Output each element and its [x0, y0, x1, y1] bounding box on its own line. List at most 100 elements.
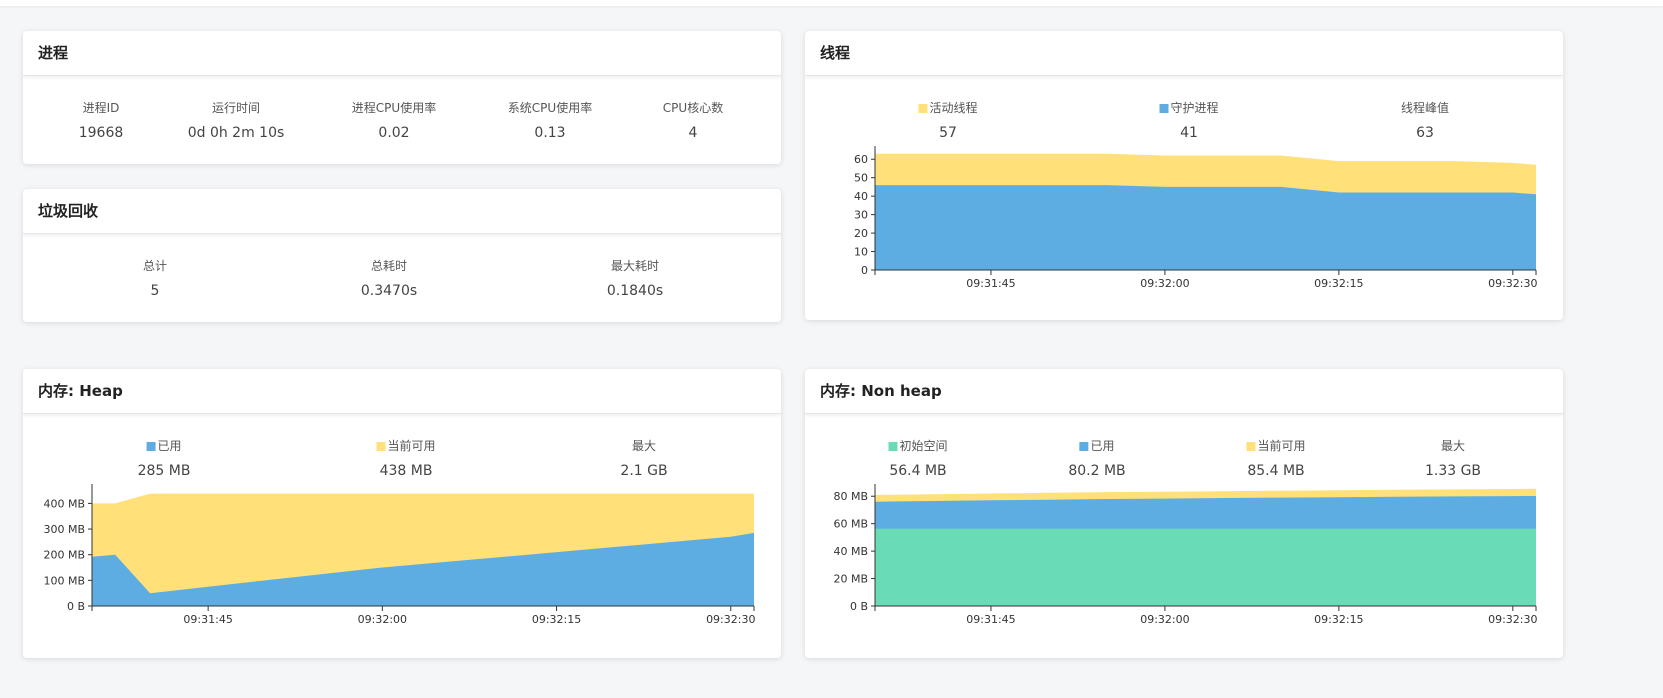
y-tick-label: 60: [854, 153, 868, 166]
y-tick-label: 0: [861, 264, 868, 277]
x-tick-label: 09:32:00: [358, 613, 407, 626]
legend-heap-committed[interactable]: 当前可用 438 MB: [376, 438, 436, 479]
nonheap-chart: 0 B 20 MB 40 MB 60 MB 80 MB 09:31:45 09:32:00 0…: [833, 484, 1538, 626]
legend-label: 已用: [157, 439, 182, 453]
process-cpu-stat: 进程CPU使用率 0.02: [352, 100, 436, 141]
y-tick-label: 30: [854, 209, 868, 222]
uptime-stat: 运行时间 0d 0h 2m 10s: [188, 100, 285, 141]
legend-label: 线程峰值: [1400, 101, 1450, 115]
heap-card: 内存: Heap 已用 285 MB 当前可用 438 MB 最大 2.1 GB…: [23, 369, 781, 658]
legend-label: 当前可用: [387, 439, 436, 453]
stat-label: 进程CPU使用率: [351, 101, 437, 115]
threads-title: 线程: [805, 31, 1563, 76]
x-tick-label: 09:32:30: [706, 613, 755, 626]
y-tick-label: 60 MB: [833, 518, 868, 531]
x-tick-label: 09:32:15: [1314, 277, 1363, 290]
legend-label: 当前可用: [1257, 439, 1306, 453]
x-tick-label: 09:31:45: [183, 613, 232, 626]
x-tick-label: 09:31:45: [966, 613, 1015, 626]
process-card: 进程 进程ID 19668 运行时间 0d 0h 2m 10s 进程CPU使用率…: [23, 31, 781, 164]
stat-label: 运行时间: [211, 101, 261, 115]
process-id-stat: 进程ID 19668: [79, 100, 124, 141]
legend-value: 57: [939, 125, 957, 141]
legend-nonheap-max: 最大 1.33 GB: [1425, 438, 1481, 479]
legend-swatch: [1246, 442, 1256, 451]
threads-card: 线程 活动线程 57 守护进程 41 线程峰值 63 0 10 20 30 40 50 60…: [805, 31, 1563, 320]
stat-value: 19668: [78, 125, 124, 141]
legend-value: 63: [1416, 125, 1434, 141]
stat-value: 4: [688, 125, 698, 141]
legend-label: 已用: [1090, 439, 1115, 453]
stat-value: 0d 0h 2m 10s: [187, 125, 285, 141]
legend-nonheap-init[interactable]: 初始空间 56.4 MB: [888, 438, 948, 479]
y-tick-label: 40: [854, 190, 868, 203]
y-tick-label: 200 MB: [43, 549, 85, 562]
legend-value: 85.4 MB: [1247, 463, 1305, 479]
gc-total-time-stat: 总耗时 0.3470s: [361, 258, 417, 299]
stat-value: 0.13: [534, 125, 566, 141]
legend-daemon-threads[interactable]: 守护进程 41: [1159, 100, 1219, 141]
gc-title: 垃圾回收: [23, 189, 781, 234]
series-area-1: [92, 532, 754, 606]
legend-nonheap-used[interactable]: 已用 80.2 MB: [1068, 438, 1125, 479]
threads-chart: 0 10 20 30 40 50 60 09:31:45 09:32:00 09:32:15 09:…: [854, 146, 1538, 290]
x-tick-label: 09:32:15: [532, 613, 581, 626]
legend-swatch: [1079, 442, 1089, 451]
y-tick-label: 300 MB: [43, 523, 85, 536]
gc-card: 垃圾回收 总计 5 总耗时 0.3470s 最大耗时 0.1840s: [23, 189, 781, 322]
legend-active-threads[interactable]: 活动线程 57: [918, 100, 978, 141]
legend-heap-used[interactable]: 已用 285 MB: [138, 438, 191, 479]
series-area-1: [875, 528, 1536, 606]
legend-value: 80.2 MB: [1068, 463, 1126, 479]
stat-value: 0.02: [378, 125, 410, 141]
legend-label: 最大: [1440, 439, 1466, 453]
heap-title: 内存: Heap: [23, 369, 781, 414]
legend-swatch: [1159, 104, 1169, 113]
legend-swatch: [146, 442, 156, 451]
stat-value: 0.1840s: [606, 283, 664, 299]
legend-label: 守护进程: [1170, 101, 1219, 115]
stat-value: 0.3470s: [360, 283, 418, 299]
legend-label: 活动线程: [929, 101, 978, 115]
system-cpu-stat: 系统CPU使用率 0.13: [508, 100, 592, 141]
y-tick-label: 80 MB: [833, 490, 868, 503]
y-tick-label: 50: [854, 172, 868, 185]
x-tick-label: 09:32:30: [1488, 613, 1537, 626]
y-tick-label: 20 MB: [833, 573, 868, 586]
process-title: 进程: [23, 31, 781, 76]
x-tick-label: 09:32:30: [1488, 277, 1537, 290]
legend-value: 438 MB: [379, 463, 433, 479]
legend-value: 41: [1180, 125, 1198, 141]
legend-swatch: [376, 442, 386, 451]
stat-label: 最大耗时: [610, 259, 659, 273]
stat-label: 总计: [142, 259, 168, 273]
y-tick-label: 0 B: [850, 600, 868, 613]
legend-swatch: [888, 442, 898, 451]
legend-peak-threads: 线程峰值 63: [1401, 100, 1449, 141]
nonheap-title: 内存: Non heap: [805, 369, 1563, 414]
x-tick-label: 09:31:45: [966, 277, 1015, 290]
nonheap-card: 内存: Non heap 初始空间 56.4 MB 已用 80.2 MB 当前可…: [805, 369, 1563, 658]
legend-nonheap-committed[interactable]: 当前可用 85.4 MB: [1246, 438, 1306, 479]
x-tick-label: 09:32:00: [1140, 613, 1189, 626]
stat-label: CPU核心数: [662, 101, 724, 115]
stat-value: 5: [150, 283, 160, 299]
x-tick-label: 09:32:00: [1140, 277, 1189, 290]
y-tick-label: 10: [854, 246, 868, 259]
legend-label: 最大: [631, 439, 657, 453]
y-tick-label: 100 MB: [43, 574, 85, 587]
legend-value: 285 MB: [137, 463, 191, 479]
stat-label: 系统CPU使用率: [507, 101, 593, 115]
y-tick-label: 20: [854, 227, 868, 240]
legend-value: 56.4 MB: [889, 463, 947, 479]
gc-max-time-stat: 最大耗时 0.1840s: [607, 258, 663, 299]
stat-label: 总耗时: [370, 259, 407, 273]
top-bar: [0, 0, 1663, 6]
y-tick-label: 40 MB: [833, 545, 868, 558]
legend-label: 初始空间: [899, 439, 948, 453]
cpu-cores-stat: CPU核心数 4: [663, 100, 723, 141]
legend-heap-max: 最大 2.1 GB: [620, 438, 667, 479]
heap-chart: 0 B 100 MB 200 MB 300 MB 400 MB 09:31:45 09:32…: [43, 484, 755, 626]
y-tick-label: 400 MB: [43, 497, 85, 510]
legend-value: 1.33 GB: [1424, 463, 1482, 479]
